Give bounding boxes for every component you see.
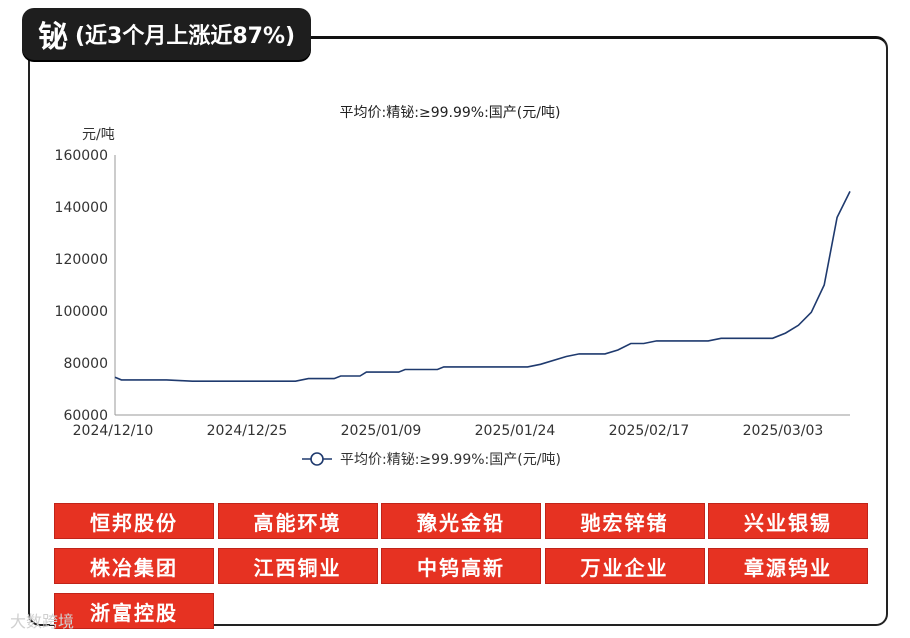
company-tag: 中钨高新: [381, 548, 541, 584]
company-grid: 恒邦股份 高能环境 豫光金铅 驰宏锌锗 兴业银锡株冶集团 江西铜业 中钨高新 万业企业 章源钨业…: [54, 503, 868, 629]
page-title: 铋: [38, 20, 69, 55]
title-badge: 铋 (近3个月上涨近87%): [22, 8, 312, 60]
company-tag: 高能环境: [217, 503, 378, 539]
company-tag: 兴业银锡: [708, 503, 868, 539]
x-tick-label: 2024/12/25: [207, 423, 288, 439]
x-tick-label: 2024/12/10: [73, 423, 154, 439]
company-tag: 章源钨业: [708, 548, 868, 584]
company-tag: 恒邦股份: [54, 503, 214, 539]
x-tick-label: 2025/02/17: [609, 423, 690, 439]
legend-label: 平均价:精铋:≥99.99%:国产(元/吨): [340, 452, 561, 468]
watermark: 大数跨境: [10, 612, 75, 631]
x-tick-label: 2025/01/24: [475, 423, 556, 439]
y-tick-label: 60000: [63, 408, 108, 424]
legend: 平均价:精铋:≥99.99%:国产(元/吨): [302, 452, 561, 468]
chart-title: 平均价:精铋:≥99.99%:国产(元/吨): [340, 105, 561, 121]
y-axis-unit: 元/吨: [82, 127, 115, 143]
x-tick-label: 2025/03/03: [743, 423, 824, 439]
company-tag: 驰宏锌锗: [544, 503, 705, 539]
company-tag: 江西铜业: [217, 548, 378, 584]
series-line: [114, 191, 851, 382]
y-tick-label: 80000: [63, 356, 108, 372]
page-subtitle: (近3个月上涨近87%): [75, 24, 296, 49]
company-tag: 浙富控股: [54, 593, 214, 629]
y-tick-label: 140000: [55, 200, 108, 216]
y-tick-label: 120000: [55, 252, 108, 268]
y-tick-label: 160000: [55, 148, 108, 164]
price-chart: 平均价:精铋:≥99.99%:国产(元/吨) 元/吨 160000 140000 1…: [55, 105, 851, 468]
y-tick-label: 100000: [55, 304, 108, 320]
company-tag: 株冶集团: [54, 548, 214, 584]
x-tick-label: 2025/01/09: [341, 423, 422, 439]
company-tag: 万业企业: [544, 548, 705, 584]
legend-marker: [310, 452, 324, 466]
company-tag: 豫光金铅: [381, 503, 541, 539]
